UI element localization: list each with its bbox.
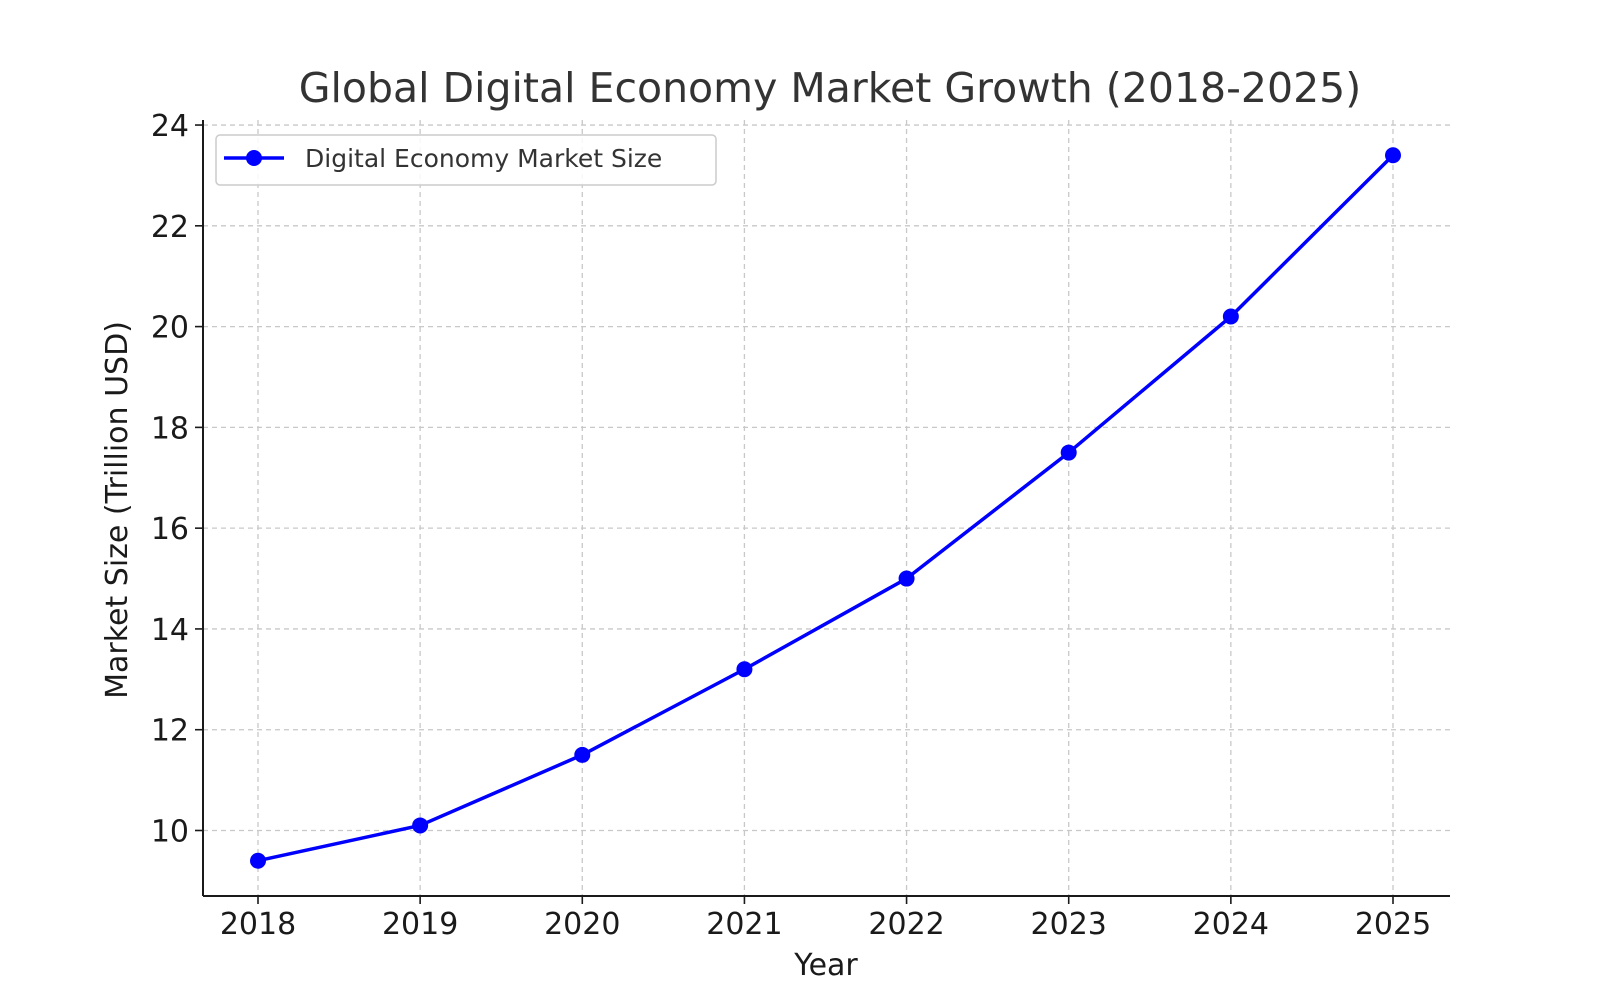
- legend-box: [215, 134, 717, 186]
- data-point: [898, 570, 915, 587]
- x-tick-label: 2019: [382, 907, 458, 942]
- x-axis-label: Year: [793, 948, 858, 983]
- y-tick-label: 20: [151, 311, 189, 346]
- data-point: [574, 746, 591, 763]
- grid: [203, 120, 1450, 896]
- legend-label: Digital Economy Market Size: [305, 144, 662, 173]
- y-tick-label: 16: [151, 512, 189, 547]
- x-tick-label: 2022: [868, 907, 944, 942]
- x-tick-label: 2024: [1193, 907, 1269, 942]
- y-tick-label: 18: [151, 411, 189, 446]
- x-tick-label: 2021: [706, 907, 782, 942]
- y-axis-label: Market Size (Trillion USD): [100, 321, 135, 699]
- data-point: [1385, 147, 1401, 164]
- y-tick-label: 24: [151, 109, 189, 144]
- x-tick-label: 2023: [1031, 907, 1107, 942]
- y-tick-label: 14: [151, 613, 189, 648]
- y-ticks: 10 12 14 16 18 20 22 24: [151, 109, 203, 849]
- series-layer: [250, 147, 1401, 869]
- axes: [202, 120, 1450, 897]
- y-tick-label: 12: [151, 714, 189, 749]
- data-point: [250, 852, 266, 869]
- x-ticks: 2018 2019 2020 2021 2022 2023 2024 2025: [220, 896, 1431, 942]
- y-tick-label: 10: [151, 814, 189, 849]
- x-tick-label: 2018: [220, 907, 296, 942]
- x-tick-label: 2025: [1355, 907, 1431, 942]
- legend-swatch-marker: [246, 150, 262, 166]
- legend: Digital Economy Market Size: [215, 134, 717, 186]
- y-tick-label: 22: [151, 210, 189, 245]
- data-point: [1222, 308, 1239, 325]
- series-line: [256, 153, 1395, 863]
- data-point: [736, 661, 753, 678]
- data-point: [1060, 444, 1077, 461]
- data-point: [412, 817, 429, 834]
- x-tick-label: 2020: [544, 907, 620, 942]
- chart-title: Global Digital Economy Market Growth (20…: [299, 64, 1362, 112]
